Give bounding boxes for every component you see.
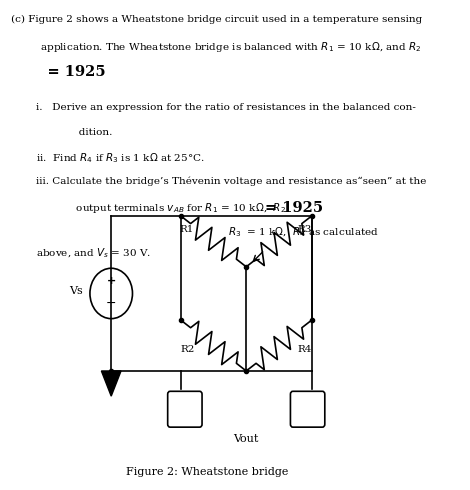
Text: above, and $V_s$ = 30 V.: above, and $V_s$ = 30 V. [36,246,151,260]
Text: output terminals $v_{AB}$ for $R_1$ = 10 k$\Omega$,  $R_2$: output terminals $v_{AB}$ for $R_1$ = 10… [56,201,286,215]
Text: i.   Derive an expression for the ratio of resistances in the balanced con-: i. Derive an expression for the ratio of… [36,103,415,112]
Text: (c) Figure 2 shows a Wheatstone bridge circuit used in a temperature sensing: (c) Figure 2 shows a Wheatstone bridge c… [11,15,422,24]
Text: application. The Wheatstone bridge is balanced with $R_1$ = 10 k$\Omega$, and $R: application. The Wheatstone bridge is ba… [27,40,422,54]
Text: R4: R4 [297,345,312,354]
Text: iii. Calculate the bridge’s Thévenin voltage and resistance as“seen” at the: iii. Calculate the bridge’s Thévenin vol… [36,176,426,186]
Text: R2: R2 [181,345,196,354]
Text: = 1925: = 1925 [265,201,323,215]
Text: Figure 2: Wheatstone bridge: Figure 2: Wheatstone bridge [126,466,289,477]
Text: B: B [304,405,312,415]
Text: dition.: dition. [56,128,112,137]
Text: −: − [106,296,117,310]
Text: A: A [181,405,189,415]
Text: R1: R1 [180,225,194,234]
Polygon shape [102,371,121,396]
FancyBboxPatch shape [290,392,325,427]
Text: Vout: Vout [234,434,259,444]
Text: Vs: Vs [70,286,83,296]
Text: ii.  Find $R_4$ if $R_3$ is 1 k$\Omega$ at 25°C.: ii. Find $R_4$ if $R_3$ is 1 k$\Omega$ a… [36,151,204,165]
Text: R3: R3 [297,225,312,234]
Text: $R_3$  = 1 k$\Omega$,  $R_4$ as calculated: $R_3$ = 1 k$\Omega$, $R_4$ as calculated [228,225,379,239]
FancyBboxPatch shape [168,392,202,427]
Text: +: + [107,276,116,286]
Text: = 1925: = 1925 [27,65,106,79]
